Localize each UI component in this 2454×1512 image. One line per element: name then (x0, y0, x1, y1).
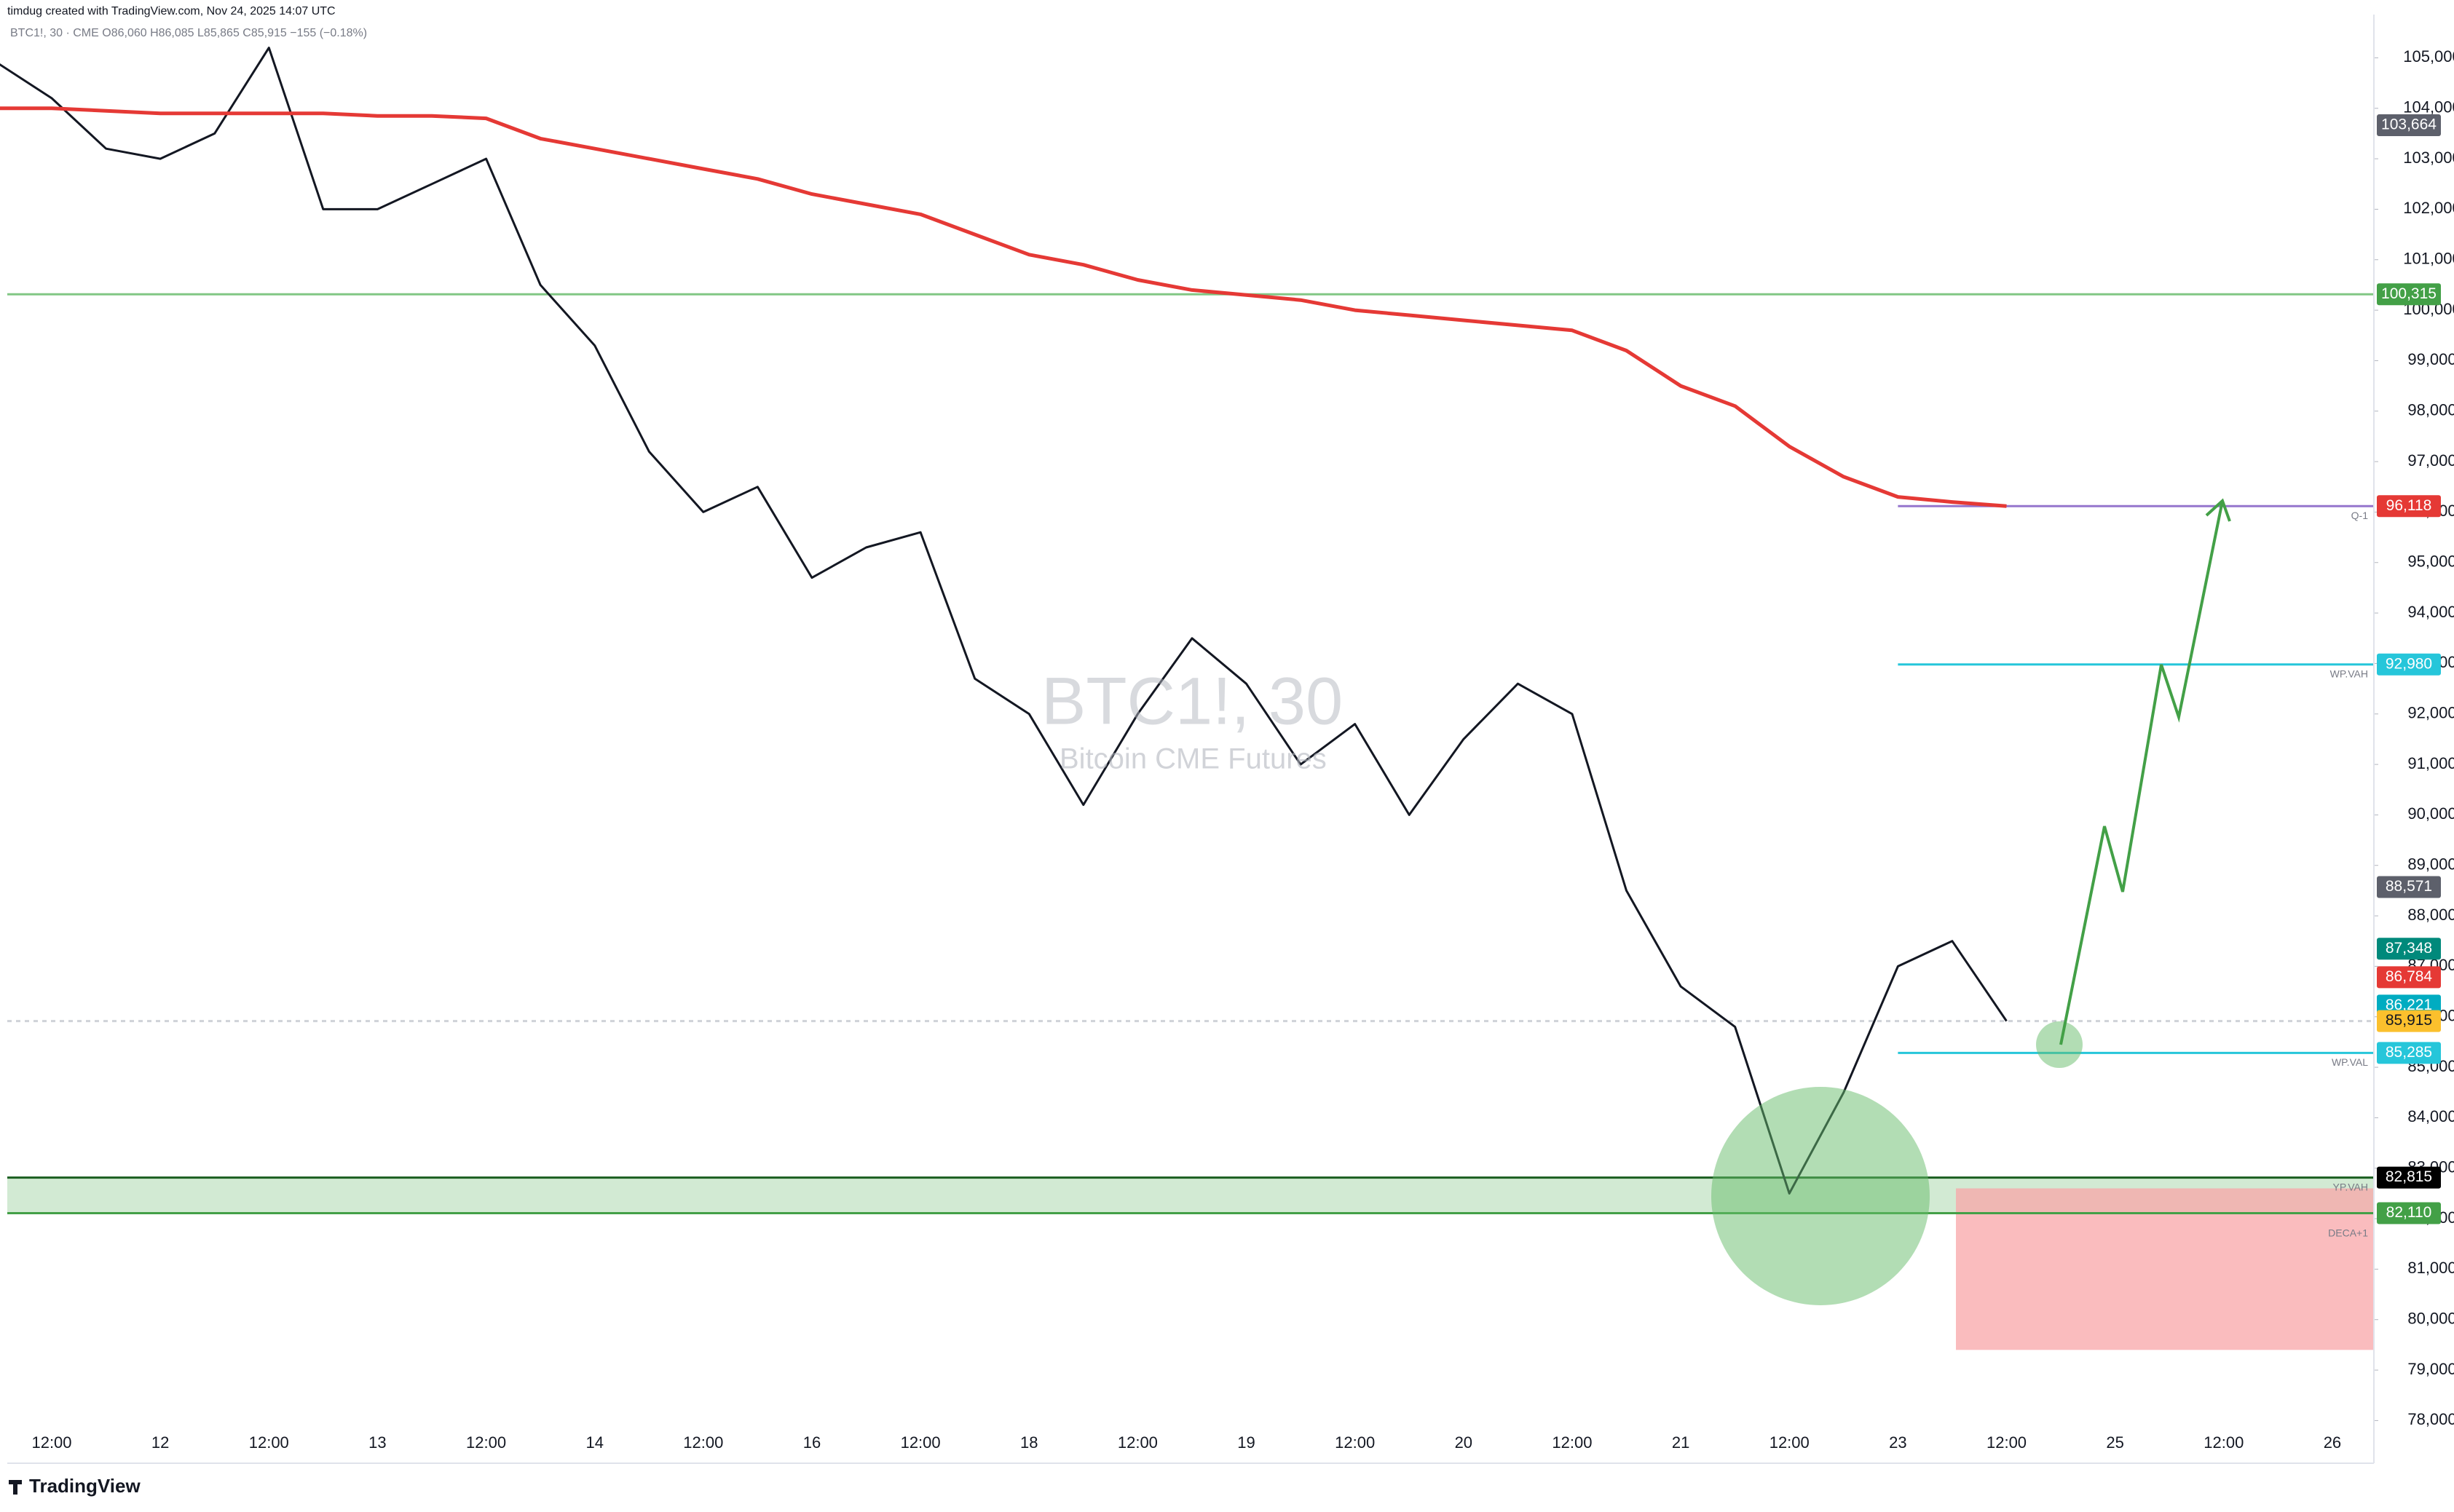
legend-line: BTC1!, 30 · CME O86,060 H86,085 L85,865 … (10, 27, 367, 39)
price-label-box (2377, 1042, 2441, 1064)
price-label-box (2377, 1010, 2441, 1032)
watermark-title: BTC1!, 30 (1041, 664, 1343, 738)
price-label: 92,980 (2386, 655, 2432, 672)
y-tick-label: 105,000 (2403, 47, 2454, 66)
price-label-box (2377, 966, 2441, 989)
price-label-box (2377, 283, 2441, 306)
price-label: 85,915 (2386, 1012, 2432, 1029)
level-tag: WP.VAH (2330, 668, 2368, 680)
y-tick-label: 88,000 (2407, 906, 2454, 924)
level-tag: WP.VAL (2332, 1056, 2368, 1068)
y-tick-label: 97,000 (2407, 451, 2454, 470)
price-label-box (2377, 114, 2441, 137)
x-tick-label: 12:00 (683, 1433, 723, 1452)
price-label-box (2377, 653, 2441, 676)
price-label: 88,571 (2386, 878, 2432, 895)
price-label: 85,285 (2386, 1044, 2432, 1061)
price-label: 82,815 (2386, 1168, 2432, 1185)
y-tick-label: 103,000 (2403, 149, 2454, 167)
x-tick-label: 21 (1672, 1433, 1689, 1452)
x-tick-label: 12 (151, 1433, 169, 1452)
x-tick-label: 14 (585, 1433, 603, 1452)
price-label-box (2377, 876, 2441, 898)
price-label: 100,315 (2381, 285, 2437, 302)
y-tick-label: 89,000 (2407, 855, 2454, 874)
x-tick-label: 13 (368, 1433, 386, 1452)
y-tick-label: 104,000 (2403, 98, 2454, 116)
y-tick-label: 81,000 (2407, 1259, 2454, 1277)
price-label: 82,110 (2386, 1204, 2432, 1221)
y-tick-label: 80,000 (2407, 1310, 2454, 1328)
projection-arrowhead (2205, 498, 2231, 522)
plot: 78,00079,00080,00081,00082,00083,00084,0… (0, 47, 2454, 1452)
projection-path (2059, 500, 2224, 1045)
brand: TradingView (29, 1475, 141, 1497)
x-tick-label: 26 (2324, 1433, 2341, 1452)
y-tick-label: 78,000 (2407, 1410, 2454, 1428)
price-label-box (2377, 938, 2441, 960)
x-tick-label: 12:00 (1335, 1433, 1375, 1452)
level-tag: Q-1 (2351, 510, 2369, 521)
x-tick-label: 16 (803, 1433, 821, 1452)
y-tick-label: 102,000 (2403, 199, 2454, 217)
price-label: 103,664 (2381, 116, 2437, 133)
highlight-circle (2036, 1021, 2083, 1068)
header: timdug created with TradingView.com, Nov… (7, 5, 336, 17)
x-tick-label: 25 (2106, 1433, 2123, 1452)
y-tick-label: 84,000 (2407, 1107, 2454, 1125)
highlight-circle (1711, 1087, 1930, 1305)
x-tick-label: 12:00 (1552, 1433, 1592, 1452)
price-label: 96,118 (2386, 497, 2432, 514)
price-label-box (2377, 1166, 2441, 1189)
x-tick-label: 12:00 (466, 1433, 506, 1452)
price-label: 87,348 (2386, 940, 2432, 957)
price-label: 86,221 (2386, 997, 2432, 1013)
brand-logo (9, 1480, 22, 1495)
y-tick-label: 99,000 (2407, 350, 2454, 368)
x-tick-label: 19 (1237, 1433, 1255, 1452)
x-tick-label: 12:00 (31, 1433, 71, 1452)
risk-box (1956, 1188, 2374, 1350)
price-label: 86,784 (2386, 968, 2433, 985)
x-tick-label: 18 (1020, 1433, 1038, 1452)
x-tick-label: 20 (1455, 1433, 1472, 1452)
x-tick-label: 12:00 (1118, 1433, 1158, 1452)
level-tag: DECA+1 (2328, 1227, 2368, 1239)
y-tick-label: 98,000 (2407, 401, 2454, 419)
y-tick-label: 92,000 (2407, 704, 2454, 722)
x-tick-label: 23 (1889, 1433, 1906, 1452)
y-tick-label: 101,000 (2403, 250, 2454, 268)
x-tick-label: 12:00 (1987, 1433, 2027, 1452)
series-line (0, 47, 2008, 1195)
y-tick-label: 94,000 (2407, 603, 2454, 621)
x-tick-label: 12:00 (2204, 1433, 2244, 1452)
series-line (0, 106, 2007, 508)
x-tick-label: 12:00 (1770, 1433, 1810, 1452)
y-tick-label: 95,000 (2407, 553, 2454, 571)
level-tag: YP.VAH (2332, 1181, 2368, 1192)
y-tick-label: 91,000 (2407, 754, 2454, 772)
x-tick-label: 12:00 (249, 1433, 289, 1452)
price-label-box (2377, 495, 2441, 518)
watermark-subtitle: Bitcoin CME Futures (1060, 743, 1327, 775)
price-label-box (2377, 1202, 2441, 1224)
y-tick-label: 90,000 (2407, 804, 2454, 823)
y-tick-label: 79,000 (2407, 1360, 2454, 1378)
x-tick-label: 12:00 (901, 1433, 941, 1452)
